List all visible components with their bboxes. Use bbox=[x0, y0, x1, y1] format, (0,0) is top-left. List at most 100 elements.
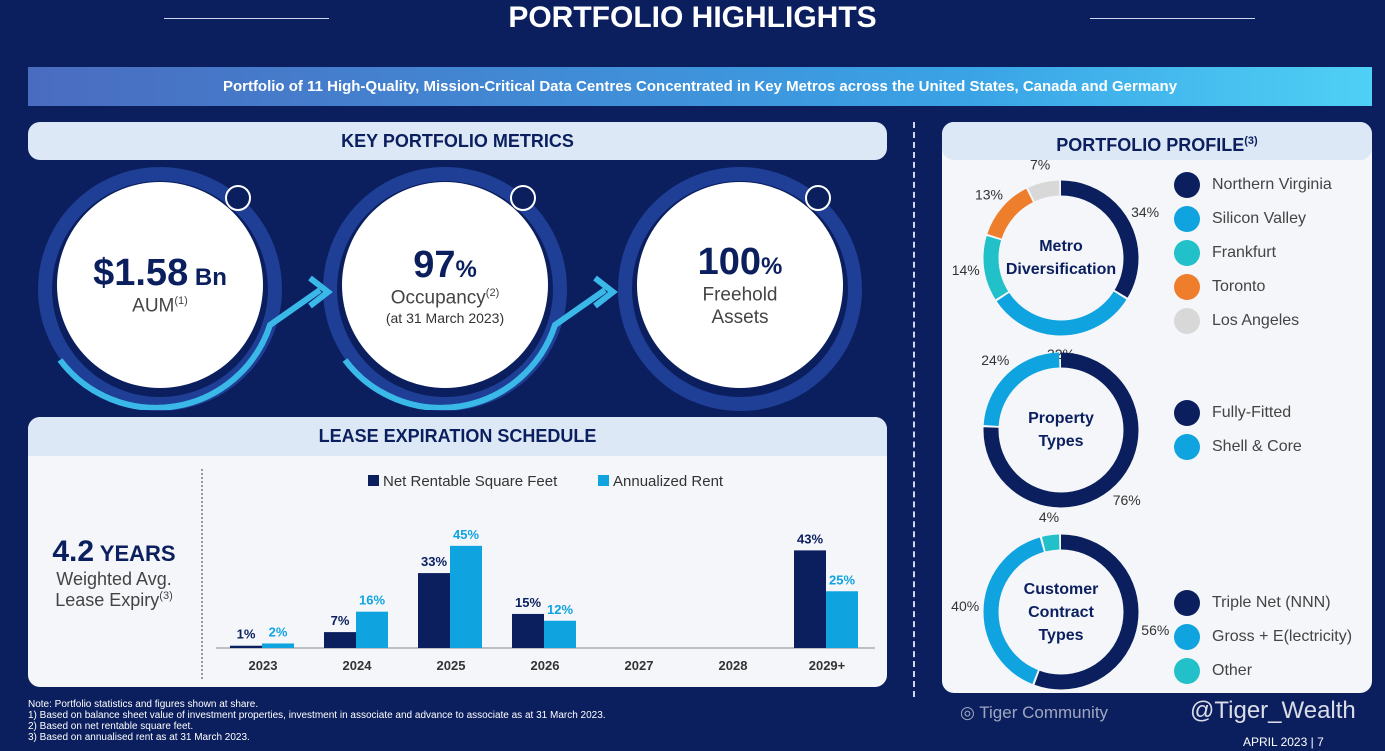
slice-label: 14% bbox=[952, 262, 980, 278]
metric-value: 100 bbox=[697, 241, 762, 284]
donut-title-line: Contract bbox=[1028, 603, 1094, 621]
donut-chart: 56% 40% 4% bbox=[951, 509, 1169, 690]
legend-label: Fully-Fitted bbox=[1212, 404, 1292, 421]
legend-item: Fully-Fitted bbox=[1174, 396, 1302, 430]
metric-circle: $1.58 Bn AUM(1) bbox=[57, 182, 263, 388]
footnote: 1) Based on balance sheet value of inves… bbox=[28, 710, 606, 721]
x-tick-label: 2028 bbox=[719, 658, 748, 673]
page-title: PORTFOLIO HIGHLIGHTS bbox=[508, 1, 877, 34]
wale-sup: (3) bbox=[159, 590, 173, 602]
legend-label: Triple Net (NNN) bbox=[1212, 594, 1331, 611]
lease-bar-chart: 2023 1% 2% 2024 7% 16% 2025 33% 45% 2026 15% 12% 202… bbox=[216, 473, 875, 673]
footnote: 2) Based on net rentable square feet. bbox=[28, 721, 194, 732]
metric-unit: % bbox=[761, 253, 783, 281]
metric-value: 97 bbox=[413, 244, 456, 287]
arrow-2-icon bbox=[342, 287, 607, 410]
metric-label: Freehold bbox=[702, 284, 778, 306]
donut-title: Property Types bbox=[1001, 407, 1121, 453]
x-tick-label: 2027 bbox=[625, 658, 654, 673]
bar-data-label: 7% bbox=[331, 613, 350, 628]
donut-chart: 76% 24% bbox=[981, 352, 1141, 508]
metric-circle: 100% Freehold Assets bbox=[637, 182, 843, 388]
donut-chart: 34%32%14%13%7% bbox=[952, 156, 1159, 362]
watermark-logo-icon: ◎ bbox=[960, 703, 975, 722]
wale-label-2: Lease Expiry bbox=[55, 590, 160, 610]
footnote: 3) Based on annualised rent as at 31 Mar… bbox=[28, 732, 250, 743]
donut-legend: Fully-Fitted Shell & Core bbox=[1174, 396, 1302, 464]
section-divider bbox=[913, 122, 915, 697]
x-tick-label: 2025 bbox=[437, 658, 466, 673]
wale-label-1: Weighted Avg. bbox=[56, 569, 172, 589]
slice-label: 7% bbox=[1030, 156, 1050, 172]
lease-divider bbox=[201, 469, 203, 679]
bar-nrsf bbox=[230, 645, 262, 648]
legend-item: Northern Virginia bbox=[1174, 168, 1332, 202]
donut-title-line: Customer bbox=[1023, 580, 1099, 598]
legend-item: Toronto bbox=[1174, 270, 1332, 304]
wale-block: 4.2 YEARS Weighted Avg. Lease Expiry(3) bbox=[28, 535, 200, 611]
wale-unit: YEARS bbox=[94, 541, 176, 566]
slice-label: 56% bbox=[1141, 622, 1169, 638]
metric-arrows bbox=[57, 275, 618, 410]
legend-label: Other bbox=[1212, 662, 1253, 679]
legend-dot-icon bbox=[1174, 308, 1200, 334]
footer-date-text: APRIL 2023 bbox=[1243, 735, 1308, 749]
slice-label: 76% bbox=[1113, 492, 1141, 508]
donut-title-line: Metro bbox=[1039, 238, 1083, 255]
legend-item: Frankfurt bbox=[1174, 236, 1332, 270]
metric-value: $1.58 bbox=[93, 252, 189, 295]
bar-rent bbox=[356, 611, 388, 648]
legend-dot-icon bbox=[1174, 434, 1200, 460]
bar-nrsf bbox=[324, 632, 356, 648]
metric-unit: Bn bbox=[188, 264, 227, 292]
legend-item: Triple Net (NNN) bbox=[1174, 586, 1352, 620]
legend-item: Silicon Valley bbox=[1174, 202, 1332, 236]
arrow-1-icon bbox=[57, 287, 322, 410]
x-tick-label: 2024 bbox=[343, 658, 373, 673]
legend-swatch bbox=[598, 475, 609, 486]
bar-data-label: 1% bbox=[237, 627, 256, 642]
legend-dot-icon bbox=[1174, 658, 1200, 684]
ring-dot-icon bbox=[805, 185, 831, 211]
donut-slice bbox=[983, 180, 1139, 336]
bar-data-label: 45% bbox=[453, 527, 479, 542]
donut-title-line: Types bbox=[1038, 433, 1084, 450]
legend-label: Silicon Valley bbox=[1212, 210, 1306, 227]
slice-label: 13% bbox=[975, 187, 1003, 203]
donut-slice bbox=[983, 180, 1139, 336]
legend-dot-icon bbox=[1174, 624, 1200, 650]
donut-slice bbox=[983, 180, 1139, 336]
legend-dot-icon bbox=[1174, 400, 1200, 426]
slice-label: 40% bbox=[951, 598, 979, 614]
donut-title: Metro Diversification bbox=[1001, 235, 1121, 281]
legend-dot-icon bbox=[1174, 274, 1200, 300]
bar-rent bbox=[826, 591, 858, 648]
bar-nrsf bbox=[418, 573, 450, 648]
bar-nrsf bbox=[794, 550, 826, 648]
donut-title-line: Diversification bbox=[1005, 261, 1117, 278]
donut-slice bbox=[983, 534, 1139, 690]
footer-date: APRIL 2023 | 7 bbox=[1243, 735, 1324, 749]
metric-sup: (1) bbox=[174, 295, 188, 308]
bar-data-label: 33% bbox=[421, 554, 447, 569]
legend-label: Net Rentable Square Feet bbox=[383, 473, 558, 490]
metric-sub: Assets bbox=[711, 306, 769, 328]
watermark-handle: @Tiger_Wealth bbox=[1190, 697, 1356, 724]
slice-label: 24% bbox=[981, 352, 1009, 368]
donut-title-line: Property bbox=[1028, 410, 1094, 427]
profile-header-sup: (3) bbox=[1244, 135, 1258, 147]
bar-data-label: 25% bbox=[829, 572, 855, 587]
legend-dot-icon bbox=[1174, 590, 1200, 616]
bar-data-label: 16% bbox=[359, 593, 385, 608]
metric-sub: (at 31 March 2023) bbox=[385, 309, 505, 326]
legend-swatch bbox=[368, 475, 379, 486]
legend-label: Gross + E(lectricity) bbox=[1212, 628, 1353, 645]
x-tick-label: 2026 bbox=[531, 658, 560, 673]
watermark-text-1: Tiger Community bbox=[979, 703, 1109, 722]
ring-dot-icon bbox=[510, 185, 536, 211]
lease-expiration-panel: LEASE EXPIRATION SCHEDULE 4.2 YEARS Weig… bbox=[28, 417, 887, 687]
legend-item: Los Angeles bbox=[1174, 304, 1332, 338]
legend-item: Gross + E(lectricity) bbox=[1174, 620, 1352, 654]
title-divider-left bbox=[164, 18, 329, 19]
bar-rent bbox=[262, 643, 294, 648]
